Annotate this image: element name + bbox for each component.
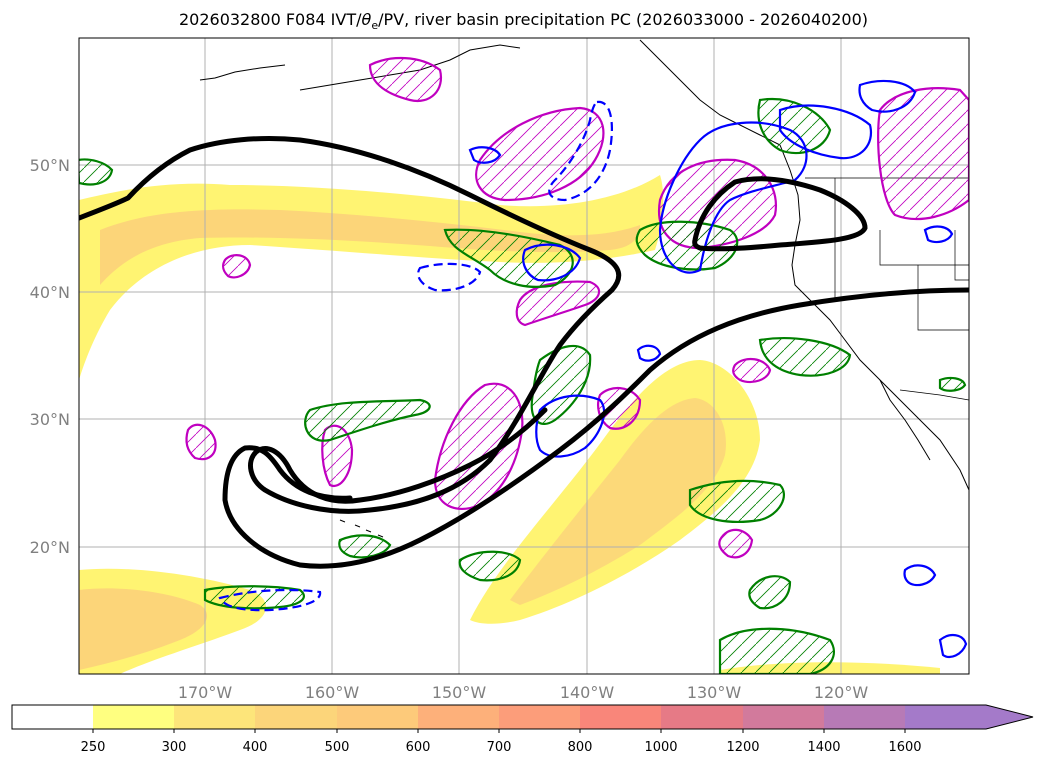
blue-region-2	[535, 394, 606, 458]
colorbar-swatch-6	[499, 705, 580, 729]
colorbar-label-800: 800	[568, 740, 593, 755]
alaska-panhandle	[639, 39, 781, 146]
green-region-6	[718, 627, 835, 674]
lon-label-140w: 140°W	[560, 683, 615, 702]
green-region-9	[758, 337, 852, 377]
green-region-10	[458, 550, 522, 582]
colorbar-label-600: 600	[406, 740, 431, 755]
green-region-11	[79, 158, 114, 186]
blue-dashed-region-3	[218, 588, 322, 612]
pv-contours	[79, 135, 969, 569]
green-region-4	[688, 479, 785, 523]
lat-label-50: 50°N	[30, 156, 70, 175]
blue-region-3	[522, 243, 582, 282]
colorbar-label-1600: 1600	[888, 740, 921, 755]
green-region-8	[635, 220, 739, 271]
colorbar-swatch-2	[174, 705, 255, 729]
ivt-band-south-core	[510, 398, 726, 605]
green-region-5	[748, 575, 792, 610]
state-line-4	[954, 230, 969, 281]
colorbar-outline	[11, 704, 1034, 730]
colorbar-label-1400: 1400	[807, 740, 840, 755]
blue-region-6	[468, 146, 502, 164]
state-line-3	[917, 265, 969, 331]
blue-region-1	[658, 121, 808, 274]
ivt-band-southwest-core	[79, 588, 208, 670]
na-west-coast	[779, 144, 969, 491]
blue-dashed-region-2	[417, 262, 482, 292]
magenta-region-9	[221, 254, 252, 279]
pv-contour-south	[222, 287, 969, 569]
colorbar-swatch-3	[255, 705, 337, 729]
colorbar-ticks	[92, 729, 906, 733]
colorbar-swatch-7	[580, 705, 661, 729]
colorbar-swatch-1	[93, 705, 174, 729]
lon-label-120w: 120°W	[814, 683, 869, 702]
colorbar-swatch-11	[905, 705, 1033, 729]
blue-dashed-region-1	[548, 100, 613, 202]
lat-label-30: 30°N	[30, 410, 70, 429]
lon-label-170w: 170°W	[178, 683, 233, 702]
colorbar-labels: 250 300 400 500 600 700 800 1000 1200 14…	[81, 740, 922, 755]
blue-region-7	[923, 225, 954, 244]
magenta-contours	[185, 56, 969, 559]
magenta-region-12	[732, 357, 772, 384]
pv-contour-coast	[692, 176, 868, 252]
blue-region-5	[903, 564, 937, 587]
blue-dashed-contours	[218, 100, 613, 612]
colorbar-label-250: 250	[81, 740, 106, 755]
colorbar-label-300: 300	[162, 740, 187, 755]
baja-peninsula	[879, 379, 931, 461]
colorbar-swatch-10	[824, 705, 905, 729]
map-frame	[78, 37, 970, 675]
magenta-region-10	[718, 528, 754, 559]
ivt-band-north-core	[100, 209, 640, 285]
lon-label-160w: 160°W	[305, 683, 360, 702]
green-region-14	[938, 376, 967, 392]
green-region-1	[304, 398, 431, 442]
blue-region-10	[938, 634, 968, 659]
colorbar-swatches	[12, 705, 1033, 729]
blue-region-8	[858, 79, 917, 113]
lon-label-130w: 130°W	[687, 683, 742, 702]
colorbar-swatch-8	[661, 705, 743, 729]
lat-label-20: 20°N	[30, 538, 70, 557]
colorbar-label-700: 700	[487, 740, 512, 755]
colorbar-label-1000: 1000	[644, 740, 677, 755]
colorbar-label-500: 500	[325, 740, 350, 755]
magenta-region-11	[597, 387, 642, 430]
map-area[interactable]	[78, 38, 969, 674]
magenta-region-1	[475, 106, 605, 202]
colorbar-swatch-5	[418, 705, 499, 729]
lat-labels: 50°N 40°N 30°N 20°N	[30, 156, 70, 557]
colorbar-swatch-0	[12, 705, 93, 729]
lat-label-40: 40°N	[30, 283, 70, 302]
mexico-border	[899, 389, 969, 401]
blue-region-9	[636, 344, 662, 362]
blue-region-4	[778, 104, 873, 160]
green-region-13	[757, 97, 832, 155]
alaska-peninsula	[199, 64, 286, 81]
lon-labels: 170°W 160°W 150°W 140°W 130°W 120°W	[178, 683, 869, 702]
magenta-region-6	[368, 56, 443, 103]
magenta-region-7	[185, 423, 217, 461]
hawaii-islands	[339, 519, 384, 538]
green-region-2	[443, 228, 574, 288]
colorbar-label-400: 400	[243, 740, 268, 755]
lon-label-150w: 150°W	[432, 683, 487, 702]
blue-contours	[468, 79, 968, 659]
figure-title: 2026032800 F084 IVT/θe/PV, river basin p…	[178, 10, 869, 33]
colorbar-label-1200: 1200	[726, 740, 759, 755]
colorbar-swatch-4	[337, 705, 418, 729]
colorbar-swatch-9	[743, 705, 824, 729]
state-line-2	[879, 230, 969, 266]
colorbar: 250 300 400 500 600 700 800 1000 1200 14…	[11, 704, 1034, 755]
magenta-region-5	[877, 87, 969, 221]
